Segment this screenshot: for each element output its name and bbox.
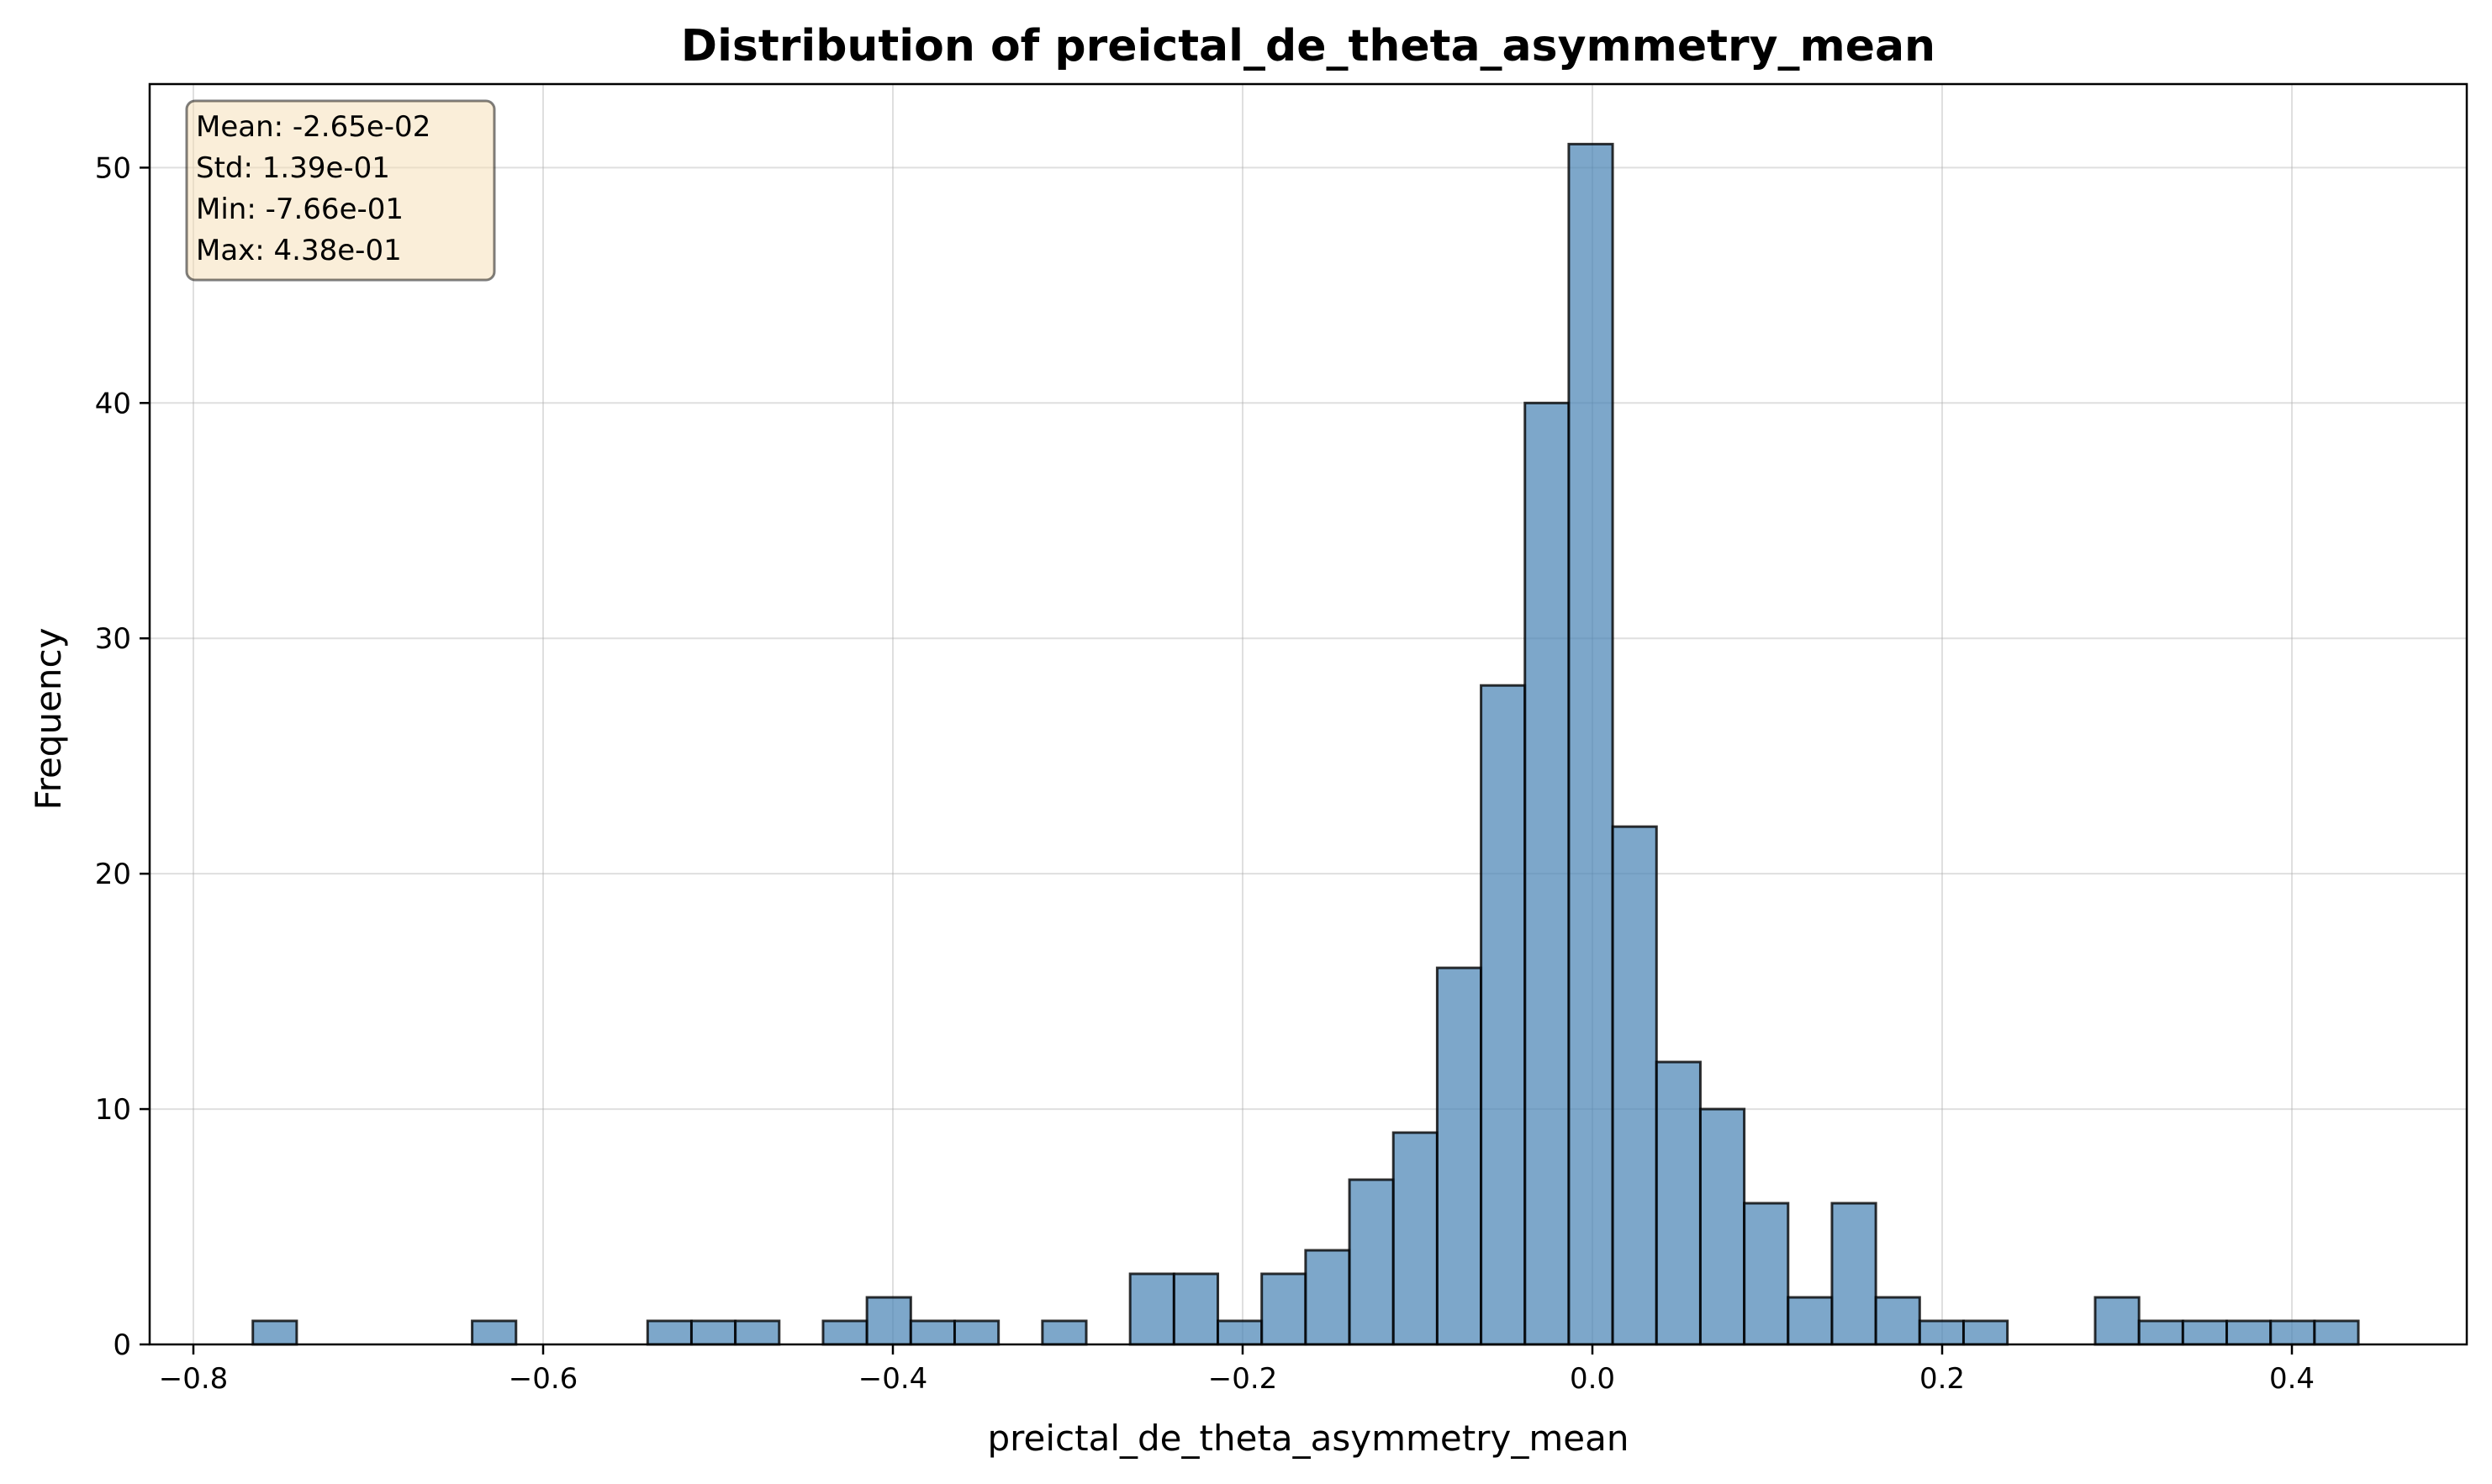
- histogram-bar: [2137, 1319, 2184, 1346]
- x-tick-label: −0.2: [1208, 1362, 1278, 1396]
- histogram-bar: [646, 1319, 693, 1346]
- histogram-bar: [2225, 1319, 2273, 1346]
- y-tick-label: 40: [95, 387, 131, 420]
- histogram-bar: [2269, 1319, 2316, 1346]
- stats-min: Min: -7.66e-01: [196, 193, 404, 226]
- y-tick-label: 50: [95, 151, 131, 185]
- histogram-bar: [865, 1296, 912, 1346]
- histogram-bar: [1830, 1201, 1877, 1346]
- histogram-bar: [953, 1319, 1000, 1346]
- histogram-bar: [1391, 1131, 1439, 1346]
- histogram-bar: [689, 1319, 737, 1346]
- y-axis-label: Frequency: [28, 628, 69, 811]
- histogram-bar: [1567, 142, 1614, 1346]
- histogram-bar: [1217, 1319, 1264, 1346]
- y-axis-ticks: 0 10 20 30 40 50: [95, 151, 150, 1362]
- histogram-bar: [1787, 1296, 1834, 1346]
- histogram-bar: [909, 1319, 956, 1346]
- x-axis-ticks: −0.8 −0.6 −0.4 −0.2 0.0 0.2 0.4: [159, 1344, 2315, 1396]
- histogram-bar: [1655, 1060, 1702, 1346]
- histogram-bar: [2313, 1319, 2360, 1346]
- histogram-bar: [2181, 1319, 2229, 1346]
- stats-box-background: [185, 99, 496, 282]
- histogram-bar: [1611, 825, 1658, 1346]
- y-tick-label: 0: [113, 1328, 131, 1362]
- x-tick-label: −0.6: [509, 1362, 578, 1396]
- histogram-bar: [1523, 401, 1571, 1346]
- x-tick-label: −0.4: [858, 1362, 928, 1396]
- x-tick-label: 0.2: [1919, 1362, 1965, 1396]
- histogram-bar: [251, 1319, 298, 1346]
- histogram-bar: [1698, 1107, 1746, 1346]
- histogram-bar: [1480, 684, 1527, 1346]
- histogram-bar: [821, 1319, 869, 1346]
- histogram-bar: [1041, 1319, 1088, 1346]
- y-tick-label: 10: [95, 1093, 131, 1127]
- histogram-bar: [471, 1319, 518, 1346]
- axes-frame: [148, 82, 2468, 1346]
- y-tick-label: 20: [95, 858, 131, 891]
- histogram-bars: [251, 142, 2360, 1346]
- histogram-bar: [1304, 1249, 1351, 1346]
- histogram-bar: [1961, 1319, 2009, 1346]
- x-axis-label: preictal_de_theta_asymmetry_mean: [988, 1418, 1629, 1459]
- histogram-bar: [1918, 1319, 1965, 1346]
- histogram-bar: [1435, 966, 1483, 1346]
- histogram-bar: [2093, 1296, 2141, 1346]
- x-tick-label: −0.8: [159, 1362, 229, 1396]
- x-tick-label: 0.0: [1570, 1362, 1615, 1396]
- histogram-bar: [1743, 1201, 1790, 1346]
- histogram-bar: [1874, 1296, 1921, 1346]
- chart-title: Distribution of preictal_de_theta_asymme…: [681, 21, 1935, 71]
- histogram-bar: [1260, 1272, 1307, 1346]
- histogram-bar: [1348, 1178, 1395, 1346]
- stats-box: Mean: -2.65e-02 Std: 1.39e-01 Min: -7.66…: [185, 99, 496, 282]
- histogram-bar: [734, 1319, 781, 1346]
- x-tick-label: 0.4: [2269, 1362, 2315, 1396]
- histogram-bar: [1128, 1272, 1175, 1346]
- y-tick-label: 30: [95, 622, 131, 656]
- stats-mean: Mean: -2.65e-02: [196, 110, 430, 144]
- stats-max: Max: 4.38e-01: [196, 234, 402, 267]
- histogram-bar: [1172, 1272, 1220, 1346]
- stats-std: Std: 1.39e-01: [196, 151, 390, 185]
